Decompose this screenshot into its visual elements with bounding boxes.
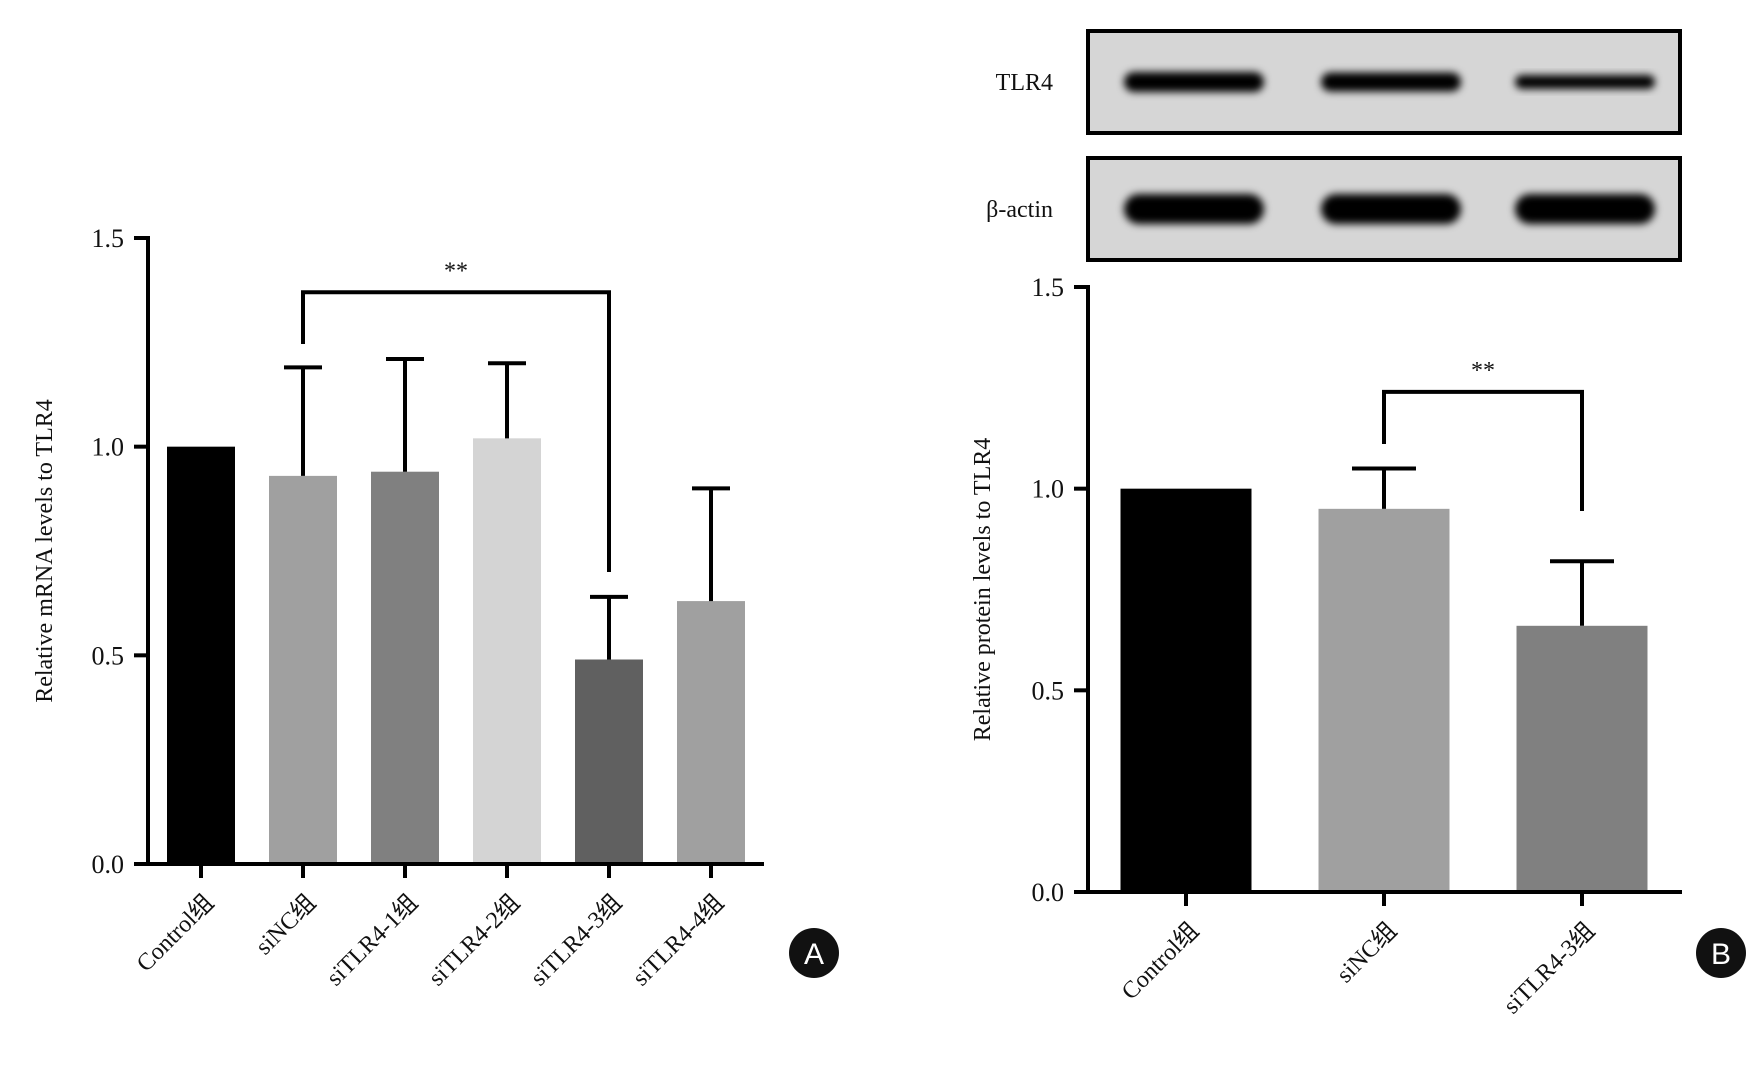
bar	[269, 475, 337, 864]
blot-row-label: β-actin	[986, 197, 1053, 223]
bar	[1516, 625, 1648, 892]
y-tick-label: 0.5	[1032, 676, 1065, 705]
x-tick-label: siTLR4-3组	[525, 889, 627, 991]
bar	[371, 471, 439, 864]
y-tick-label: 0.0	[92, 850, 125, 879]
x-tick-label: siTLR4-1组	[321, 889, 423, 991]
significance-bracket	[301, 290, 611, 572]
y-tick-label: 0.0	[1032, 878, 1065, 907]
x-tick-label: siNC组	[1331, 917, 1402, 988]
bar	[1318, 508, 1450, 892]
x-tick-label: Control组	[1116, 917, 1204, 1005]
bar	[677, 601, 745, 864]
significance-label: **	[444, 258, 468, 284]
blot-band	[1321, 194, 1461, 224]
y-tick-label: 1.5	[92, 224, 125, 253]
x-tick-label: Control组	[131, 889, 219, 977]
significance-label: **	[1471, 358, 1495, 384]
y-axis-label: Relative protein levels to TLR4	[970, 438, 996, 742]
blot-band	[1124, 72, 1264, 92]
bar	[575, 659, 643, 864]
y-tick-label: 0.5	[92, 641, 125, 670]
panel-badge-a: A	[789, 928, 839, 978]
panel-label-b: B	[1711, 938, 1731, 971]
bar	[167, 446, 235, 864]
significance-bracket	[1382, 389, 1584, 511]
y-tick-label: 1.0	[1032, 475, 1065, 504]
x-tick-label: siTLR4-2组	[423, 889, 525, 991]
y-axis-label: Relative mRNA levels to TLR4	[32, 399, 58, 703]
panel-label-a: A	[804, 938, 824, 971]
bar	[1120, 488, 1252, 892]
chart-panel-b: Control组 siNC组 siTLR4-3组 0.0 0.5 1.0 1.5 Relati…	[970, 273, 1682, 1019]
chart-panel-a: Control组 siNC组 siTLR4-1组 siTLR4-2组 siTLR4-3组…	[32, 224, 764, 991]
y-tick-label: 1.0	[92, 433, 125, 462]
blot-band	[1515, 194, 1655, 224]
x-tick-label: siTLR4-3组	[1498, 917, 1600, 1019]
y-tick-label: 1.5	[1032, 273, 1065, 302]
blot-band	[1124, 194, 1264, 224]
blot-row-label: TLR4	[996, 70, 1053, 96]
bar	[473, 438, 541, 864]
blot-band	[1321, 72, 1461, 92]
x-tick-label: siTLR4-4组	[627, 889, 729, 991]
x-tick-label: siNC组	[250, 889, 321, 960]
panel-badge-b: B	[1696, 928, 1746, 978]
blot-band	[1515, 75, 1655, 89]
western-blot: TLR4 β-actin	[986, 29, 1682, 262]
